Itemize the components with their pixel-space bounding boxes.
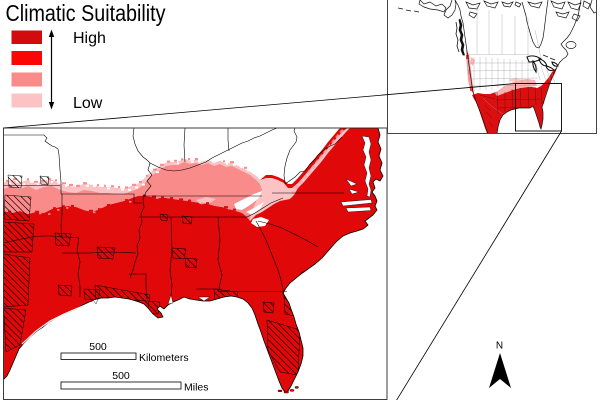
svg-text:Climatic Suitability: Climatic Suitability [6,0,166,26]
svg-text:N: N [496,341,503,352]
svg-text:500: 500 [112,370,130,382]
svg-text:Kilometers: Kilometers [139,352,189,364]
svg-text:Low: Low [73,95,103,112]
svg-text:Miles: Miles [184,382,209,394]
svg-text:High: High [73,30,106,47]
svg-text:500: 500 [89,341,107,353]
